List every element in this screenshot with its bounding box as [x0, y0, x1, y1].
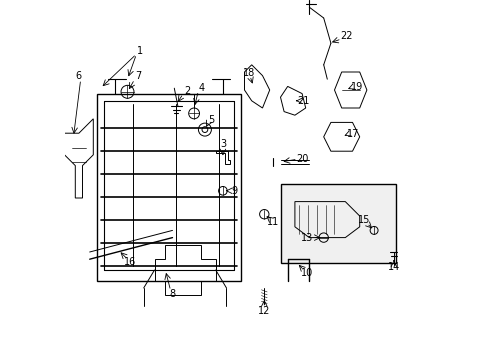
Text: 21: 21: [297, 96, 309, 106]
Text: 5: 5: [208, 114, 214, 125]
Text: 16: 16: [124, 257, 136, 267]
Text: 1: 1: [137, 46, 143, 56]
Text: 8: 8: [169, 289, 175, 299]
Text: 17: 17: [346, 129, 359, 139]
Text: 20: 20: [295, 154, 307, 164]
Text: 11: 11: [266, 217, 278, 227]
Text: 4: 4: [199, 83, 204, 93]
Text: 15: 15: [357, 215, 369, 225]
Text: 18: 18: [243, 68, 255, 78]
Text: 10: 10: [301, 268, 313, 278]
Text: 13: 13: [301, 233, 313, 243]
Text: 6: 6: [76, 71, 82, 81]
Text: 14: 14: [387, 262, 399, 272]
Text: 12: 12: [258, 306, 270, 316]
Text: 2: 2: [183, 86, 190, 96]
Text: 22: 22: [339, 31, 351, 41]
Text: 19: 19: [350, 82, 363, 92]
Text: 3: 3: [220, 139, 225, 149]
Text: 9: 9: [231, 186, 237, 196]
Bar: [280, 184, 395, 263]
Text: 7: 7: [135, 71, 141, 81]
